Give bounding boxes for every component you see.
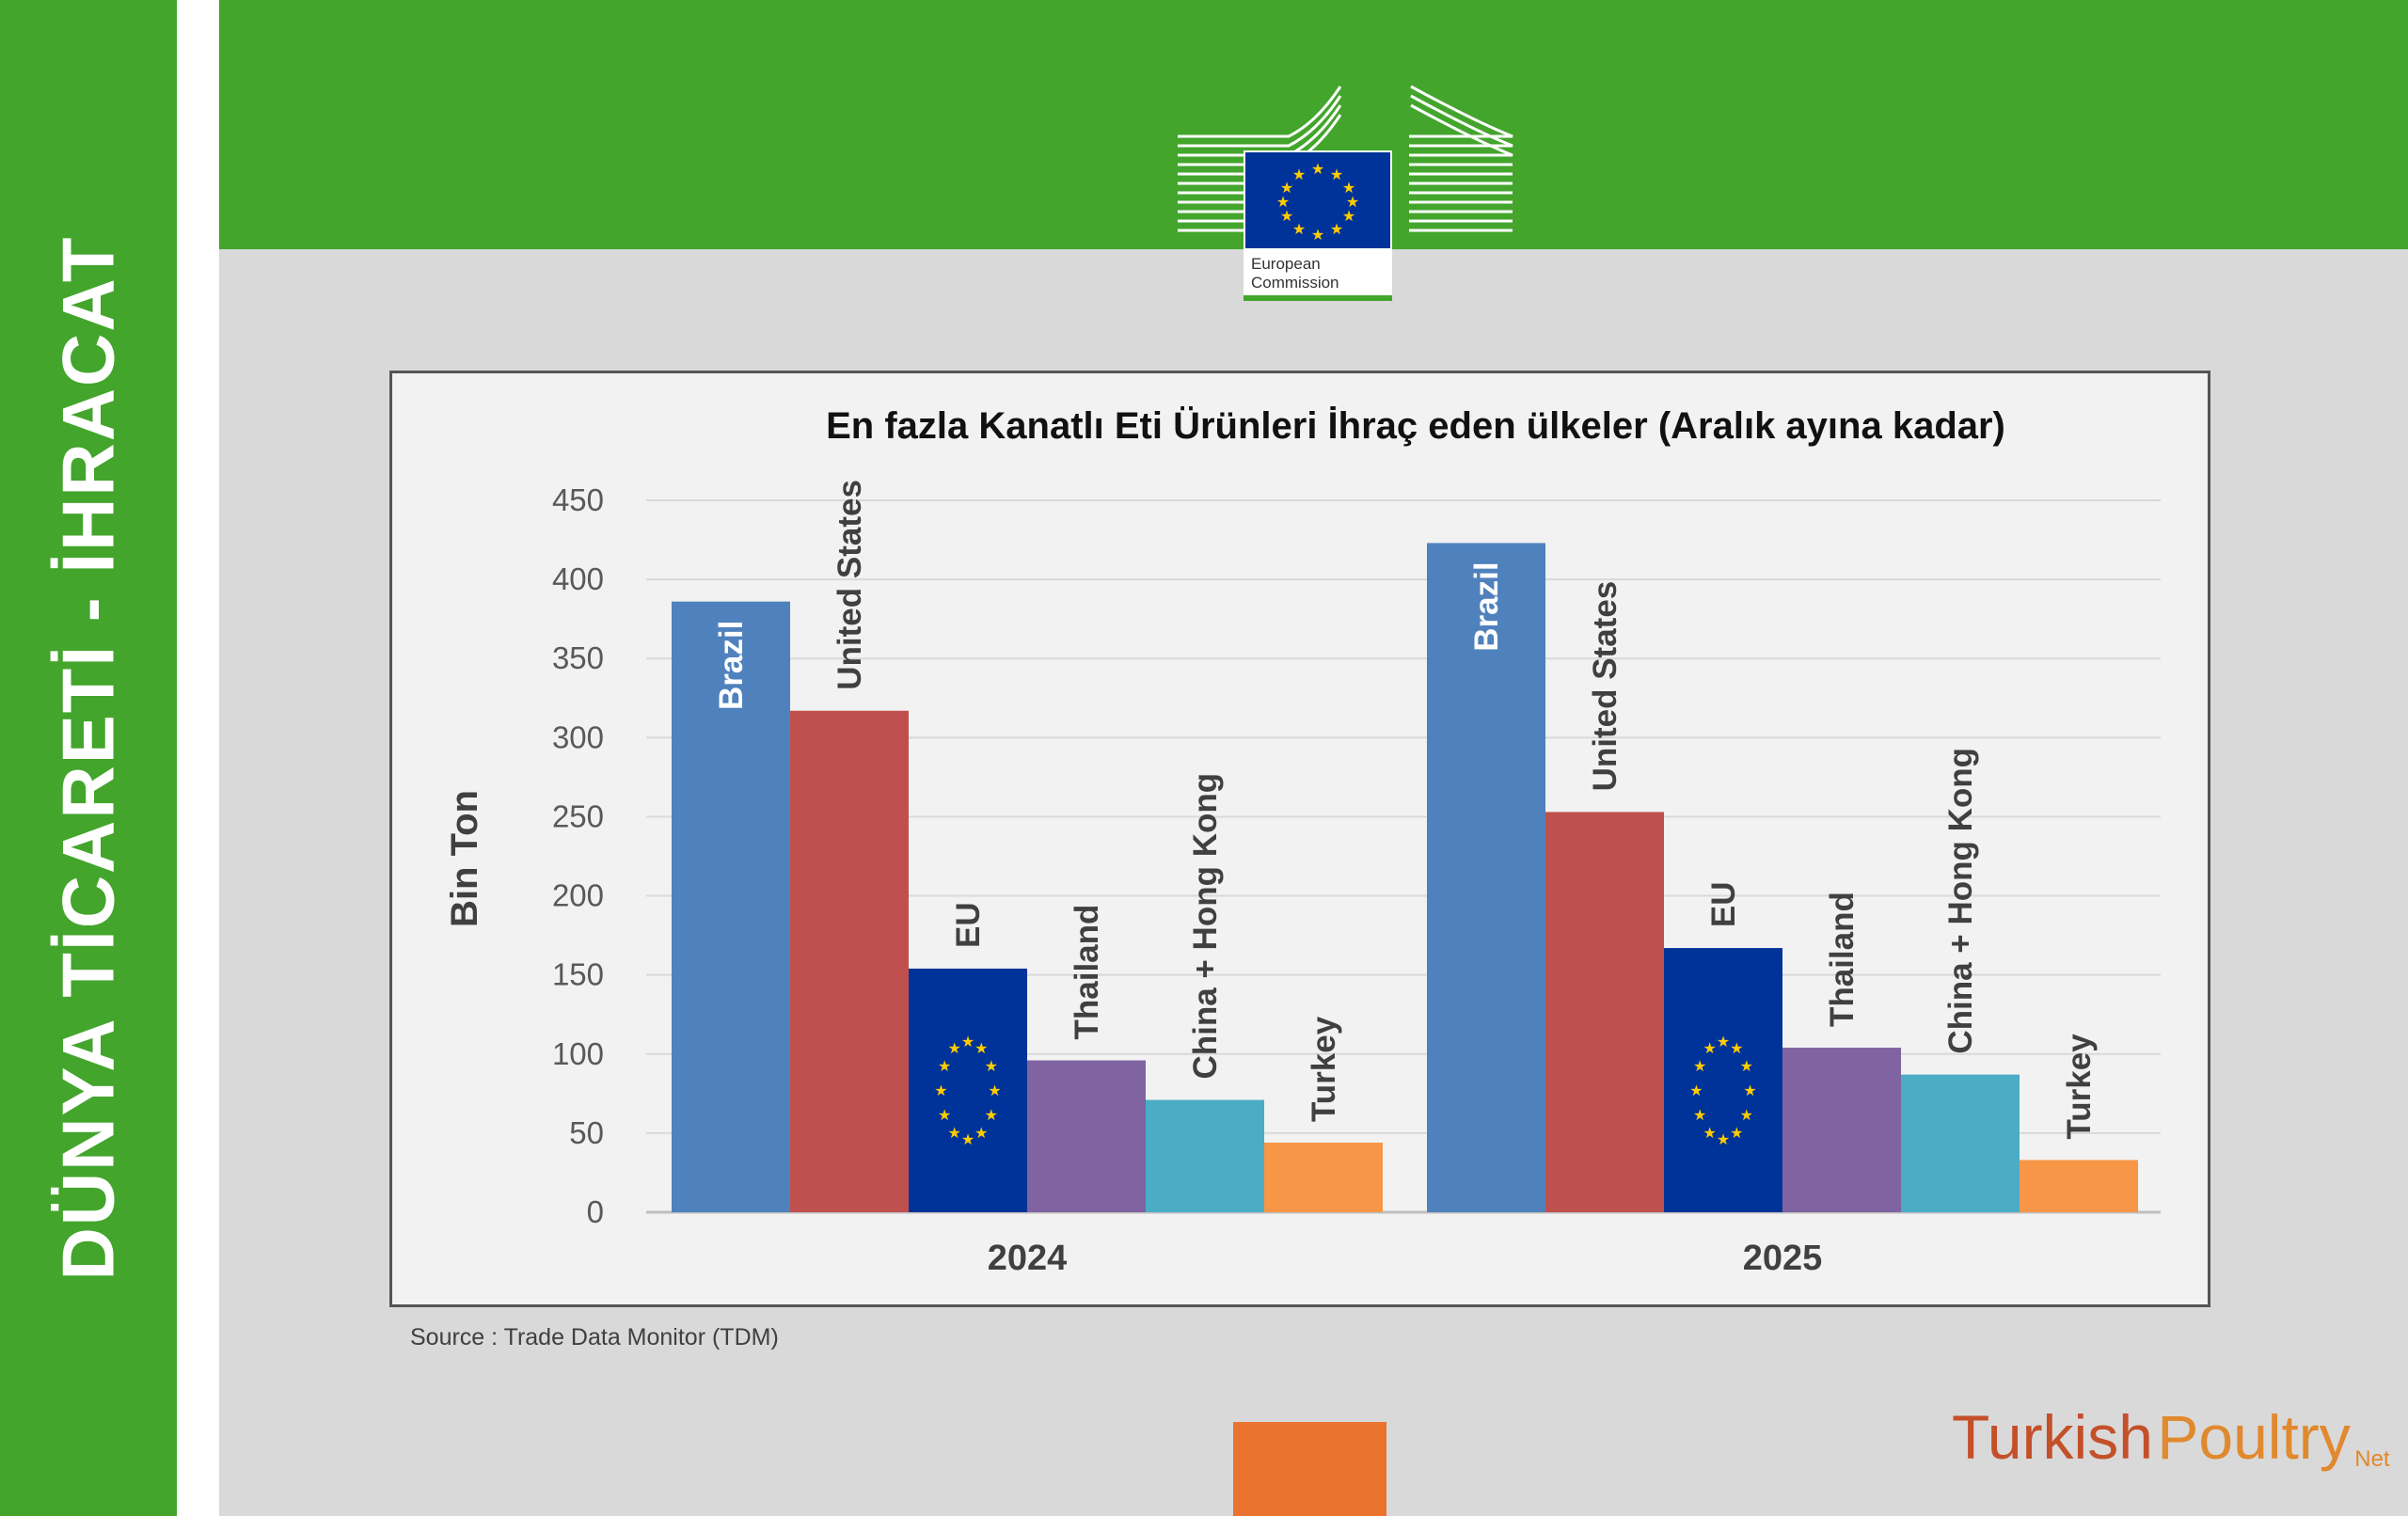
eu-star-icon: ★ (1740, 1106, 1753, 1124)
side-title: DÜNYA TİCARETİ - İHRACAT (46, 235, 130, 1281)
eu-star-icon: ★ (1703, 1124, 1717, 1142)
svg-text:★: ★ (1292, 166, 1306, 183)
svg-text:★: ★ (1280, 207, 1293, 225)
bar-label: Brazil (1468, 561, 1505, 651)
brand-part3: Net (2354, 1446, 2390, 1472)
logo-line2: Commission (1251, 274, 1339, 292)
bar-china-hong-kong-2024 (1146, 1099, 1264, 1212)
y-tick-label: 0 (587, 1194, 604, 1229)
svg-text:★: ★ (1292, 220, 1306, 238)
bar-turkey-2025 (2020, 1160, 2138, 1212)
y-tick-label: 150 (552, 957, 604, 992)
svg-text:★: ★ (1330, 166, 1343, 183)
turkish-poultry-logo: Turkish Poultry Net (1952, 1401, 2390, 1477)
eu-star-icon: ★ (1689, 1082, 1703, 1099)
bar-label: EU (1705, 881, 1742, 927)
eu-star-icon: ★ (988, 1082, 1001, 1099)
eu-star-icon: ★ (1693, 1057, 1706, 1075)
side-divider (177, 0, 219, 1516)
y-tick-label: 350 (552, 640, 604, 675)
eu-star-icon: ★ (1717, 1033, 1730, 1050)
bar-label: Thailand (1824, 892, 1861, 1027)
source-note: Source : Trade Data Monitor (TDM) (410, 1324, 779, 1350)
eu-star-icon: ★ (1730, 1039, 1743, 1057)
decorative-block (1233, 1422, 1386, 1516)
bar-label: China + Hong Kong (1187, 773, 1224, 1080)
logo-line1: European (1251, 255, 1321, 273)
bar-thailand-2024 (1027, 1060, 1146, 1212)
y-tick-label: 450 (552, 482, 604, 517)
eu-star-icon: ★ (1743, 1082, 1756, 1099)
eu-star-icon: ★ (1740, 1057, 1753, 1075)
svg-text:★: ★ (1311, 226, 1324, 244)
svg-text:★: ★ (1280, 179, 1293, 197)
eu-star-icon: ★ (948, 1039, 961, 1057)
bar-thailand-2025 (1782, 1048, 1901, 1212)
bar-label: Turkey (2061, 1034, 2098, 1140)
bar-brazil-2024 (672, 601, 790, 1212)
bar-chart: En fazla Kanatlı Eti Ürünleri İhraç eden… (444, 404, 2161, 1278)
svg-text:★: ★ (1311, 160, 1324, 178)
brand-part1: Turkish (1952, 1402, 2153, 1472)
y-tick-label: 200 (552, 878, 604, 913)
eu-star-icon: ★ (1730, 1124, 1743, 1142)
y-tick-label: 400 (552, 561, 604, 596)
bar-label: Brazil (713, 621, 750, 710)
side-banner (0, 0, 177, 1516)
bar-label: United States (832, 480, 868, 690)
x-category-label: 2024 (988, 1239, 1068, 1278)
eu-star-icon: ★ (1693, 1106, 1706, 1124)
bar-brazil-2025 (1427, 543, 1545, 1212)
eu-star-icon: ★ (985, 1057, 998, 1075)
x-category-label: 2025 (1743, 1239, 1823, 1278)
eu-star-icon: ★ (938, 1057, 951, 1075)
bar-label: United States (1587, 581, 1624, 792)
chart-panel: En fazla Kanatlı Eti Ürünleri İhraç eden… (389, 371, 2210, 1307)
eu-star-icon: ★ (948, 1124, 961, 1142)
y-axis-label: Bin Ton (444, 790, 485, 927)
bar-united-states-2024 (790, 710, 909, 1212)
bar-label: Thailand (1069, 905, 1105, 1040)
svg-text:★: ★ (1330, 220, 1343, 238)
bar-label: Turkey (1306, 1016, 1342, 1122)
eu-stars-icon: ★ ★★ ★★★ ★★★ ★★★ (1276, 160, 1359, 244)
bar-label: EU (950, 902, 987, 948)
y-tick-label: 250 (552, 798, 604, 833)
svg-text:★: ★ (1346, 193, 1359, 211)
eu-star-icon: ★ (961, 1033, 974, 1050)
y-tick-label: 50 (569, 1115, 604, 1150)
eu-star-icon: ★ (938, 1106, 951, 1124)
eu-star-icon: ★ (934, 1082, 947, 1099)
bar-label: China + Hong Kong (1942, 748, 1979, 1054)
svg-text:★: ★ (1342, 179, 1355, 197)
y-tick-label: 100 (552, 1036, 604, 1071)
bar-united-states-2025 (1545, 812, 1664, 1212)
svg-text:★: ★ (1342, 207, 1355, 225)
eu-star-icon: ★ (1703, 1039, 1717, 1057)
european-commission-logo: ★ ★★ ★★★ ★★★ ★★★ European Commission (1178, 85, 1513, 301)
chart-title: En fazla Kanatlı Eti Ürünleri İhraç eden… (826, 404, 2005, 447)
bar-turkey-2024 (1264, 1142, 1383, 1212)
eu-star-icon: ★ (974, 1124, 988, 1142)
bar-eu-2025 (1664, 948, 1782, 1212)
eu-star-icon: ★ (1717, 1130, 1730, 1148)
eu-star-icon: ★ (985, 1106, 998, 1124)
eu-star-icon: ★ (961, 1130, 974, 1148)
eu-star-icon: ★ (974, 1039, 988, 1057)
svg-text:★: ★ (1276, 193, 1290, 211)
y-tick-label: 300 (552, 719, 604, 754)
bar-china-hong-kong-2025 (1901, 1074, 2020, 1212)
brand-part2: Poultry (2157, 1402, 2351, 1472)
bar-eu-2024 (909, 968, 1027, 1212)
